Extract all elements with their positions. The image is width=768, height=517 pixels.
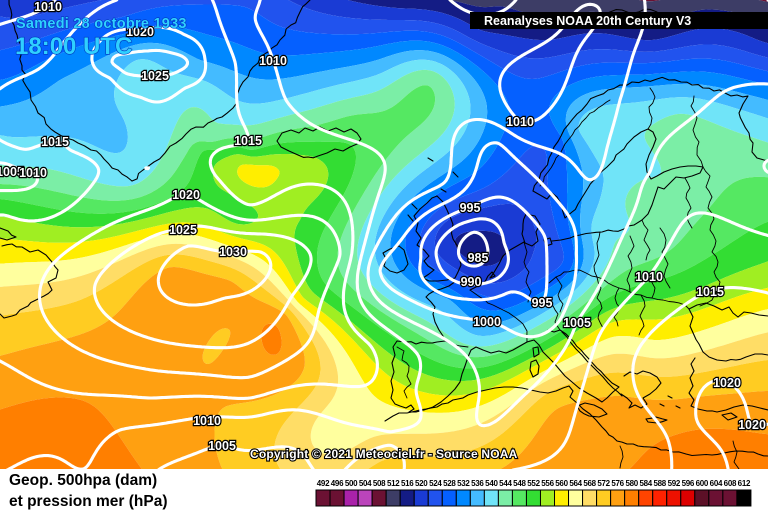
svg-text:608: 608: [724, 479, 737, 488]
svg-text:580: 580: [625, 479, 638, 488]
svg-text:1000: 1000: [473, 315, 501, 329]
svg-text:1030: 1030: [219, 245, 247, 259]
svg-text:552: 552: [527, 479, 540, 488]
svg-text:596: 596: [682, 479, 695, 488]
svg-text:524: 524: [429, 479, 442, 488]
svg-text:1025: 1025: [141, 69, 169, 83]
svg-text:612: 612: [738, 479, 751, 488]
svg-text:Samedi 28 octobre 1933: Samedi 28 octobre 1933: [16, 16, 187, 32]
svg-text:516: 516: [401, 479, 414, 488]
svg-text:556: 556: [541, 479, 554, 488]
svg-text:Copyright © 2021 Meteociel.fr: Copyright © 2021 Meteociel.fr - Source N…: [250, 447, 518, 461]
svg-text:1010: 1010: [193, 414, 221, 428]
svg-text:576: 576: [611, 479, 624, 488]
svg-text:548: 548: [513, 479, 526, 488]
svg-text:1020: 1020: [713, 376, 741, 390]
svg-text:604: 604: [710, 479, 723, 488]
svg-text:1005: 1005: [208, 439, 236, 453]
svg-text:1020: 1020: [126, 25, 154, 39]
svg-text:1020: 1020: [172, 188, 200, 202]
svg-text:1015: 1015: [696, 285, 724, 299]
svg-text:995: 995: [532, 296, 553, 310]
svg-text:1010: 1010: [34, 0, 62, 14]
svg-text:500: 500: [345, 479, 358, 488]
svg-text:544: 544: [499, 479, 512, 488]
svg-text:1015: 1015: [41, 135, 69, 149]
svg-text:990: 990: [461, 275, 482, 289]
svg-text:592: 592: [668, 479, 681, 488]
svg-text:568: 568: [583, 479, 596, 488]
svg-text:584: 584: [639, 479, 652, 488]
svg-text:560: 560: [555, 479, 568, 488]
svg-text:1020: 1020: [738, 418, 766, 432]
svg-text:508: 508: [373, 479, 386, 488]
svg-text:1005: 1005: [0, 165, 24, 179]
svg-text:528: 528: [443, 479, 456, 488]
svg-text:600: 600: [696, 479, 709, 488]
svg-text:1010: 1010: [19, 166, 47, 180]
svg-text:532: 532: [457, 479, 470, 488]
svg-text:536: 536: [471, 479, 484, 488]
svg-text:Reanalyses NOAA 20th Century V: Reanalyses NOAA 20th Century V3: [484, 14, 691, 28]
svg-text:18:00 UTC: 18:00 UTC: [15, 33, 132, 60]
svg-text:588: 588: [653, 479, 666, 488]
svg-text:492: 492: [317, 479, 330, 488]
svg-text:504: 504: [359, 479, 372, 488]
svg-text:520: 520: [415, 479, 428, 488]
svg-text:572: 572: [597, 479, 610, 488]
svg-text:1005: 1005: [563, 316, 591, 330]
svg-text:995: 995: [460, 201, 481, 215]
svg-text:512: 512: [387, 479, 400, 488]
svg-text:et pression mer (hPa): et pression mer (hPa): [9, 493, 168, 510]
svg-text:496: 496: [331, 479, 344, 488]
svg-text:985: 985: [468, 251, 489, 265]
svg-text:540: 540: [485, 479, 498, 488]
svg-text:1025: 1025: [169, 223, 197, 237]
svg-text:1010: 1010: [259, 54, 287, 68]
svg-text:1010: 1010: [506, 115, 534, 129]
svg-text:1010: 1010: [635, 270, 663, 284]
svg-text:1015: 1015: [234, 134, 262, 148]
svg-text:564: 564: [569, 479, 582, 488]
svg-text:Geop. 500hpa (dam): Geop. 500hpa (dam): [9, 472, 157, 489]
